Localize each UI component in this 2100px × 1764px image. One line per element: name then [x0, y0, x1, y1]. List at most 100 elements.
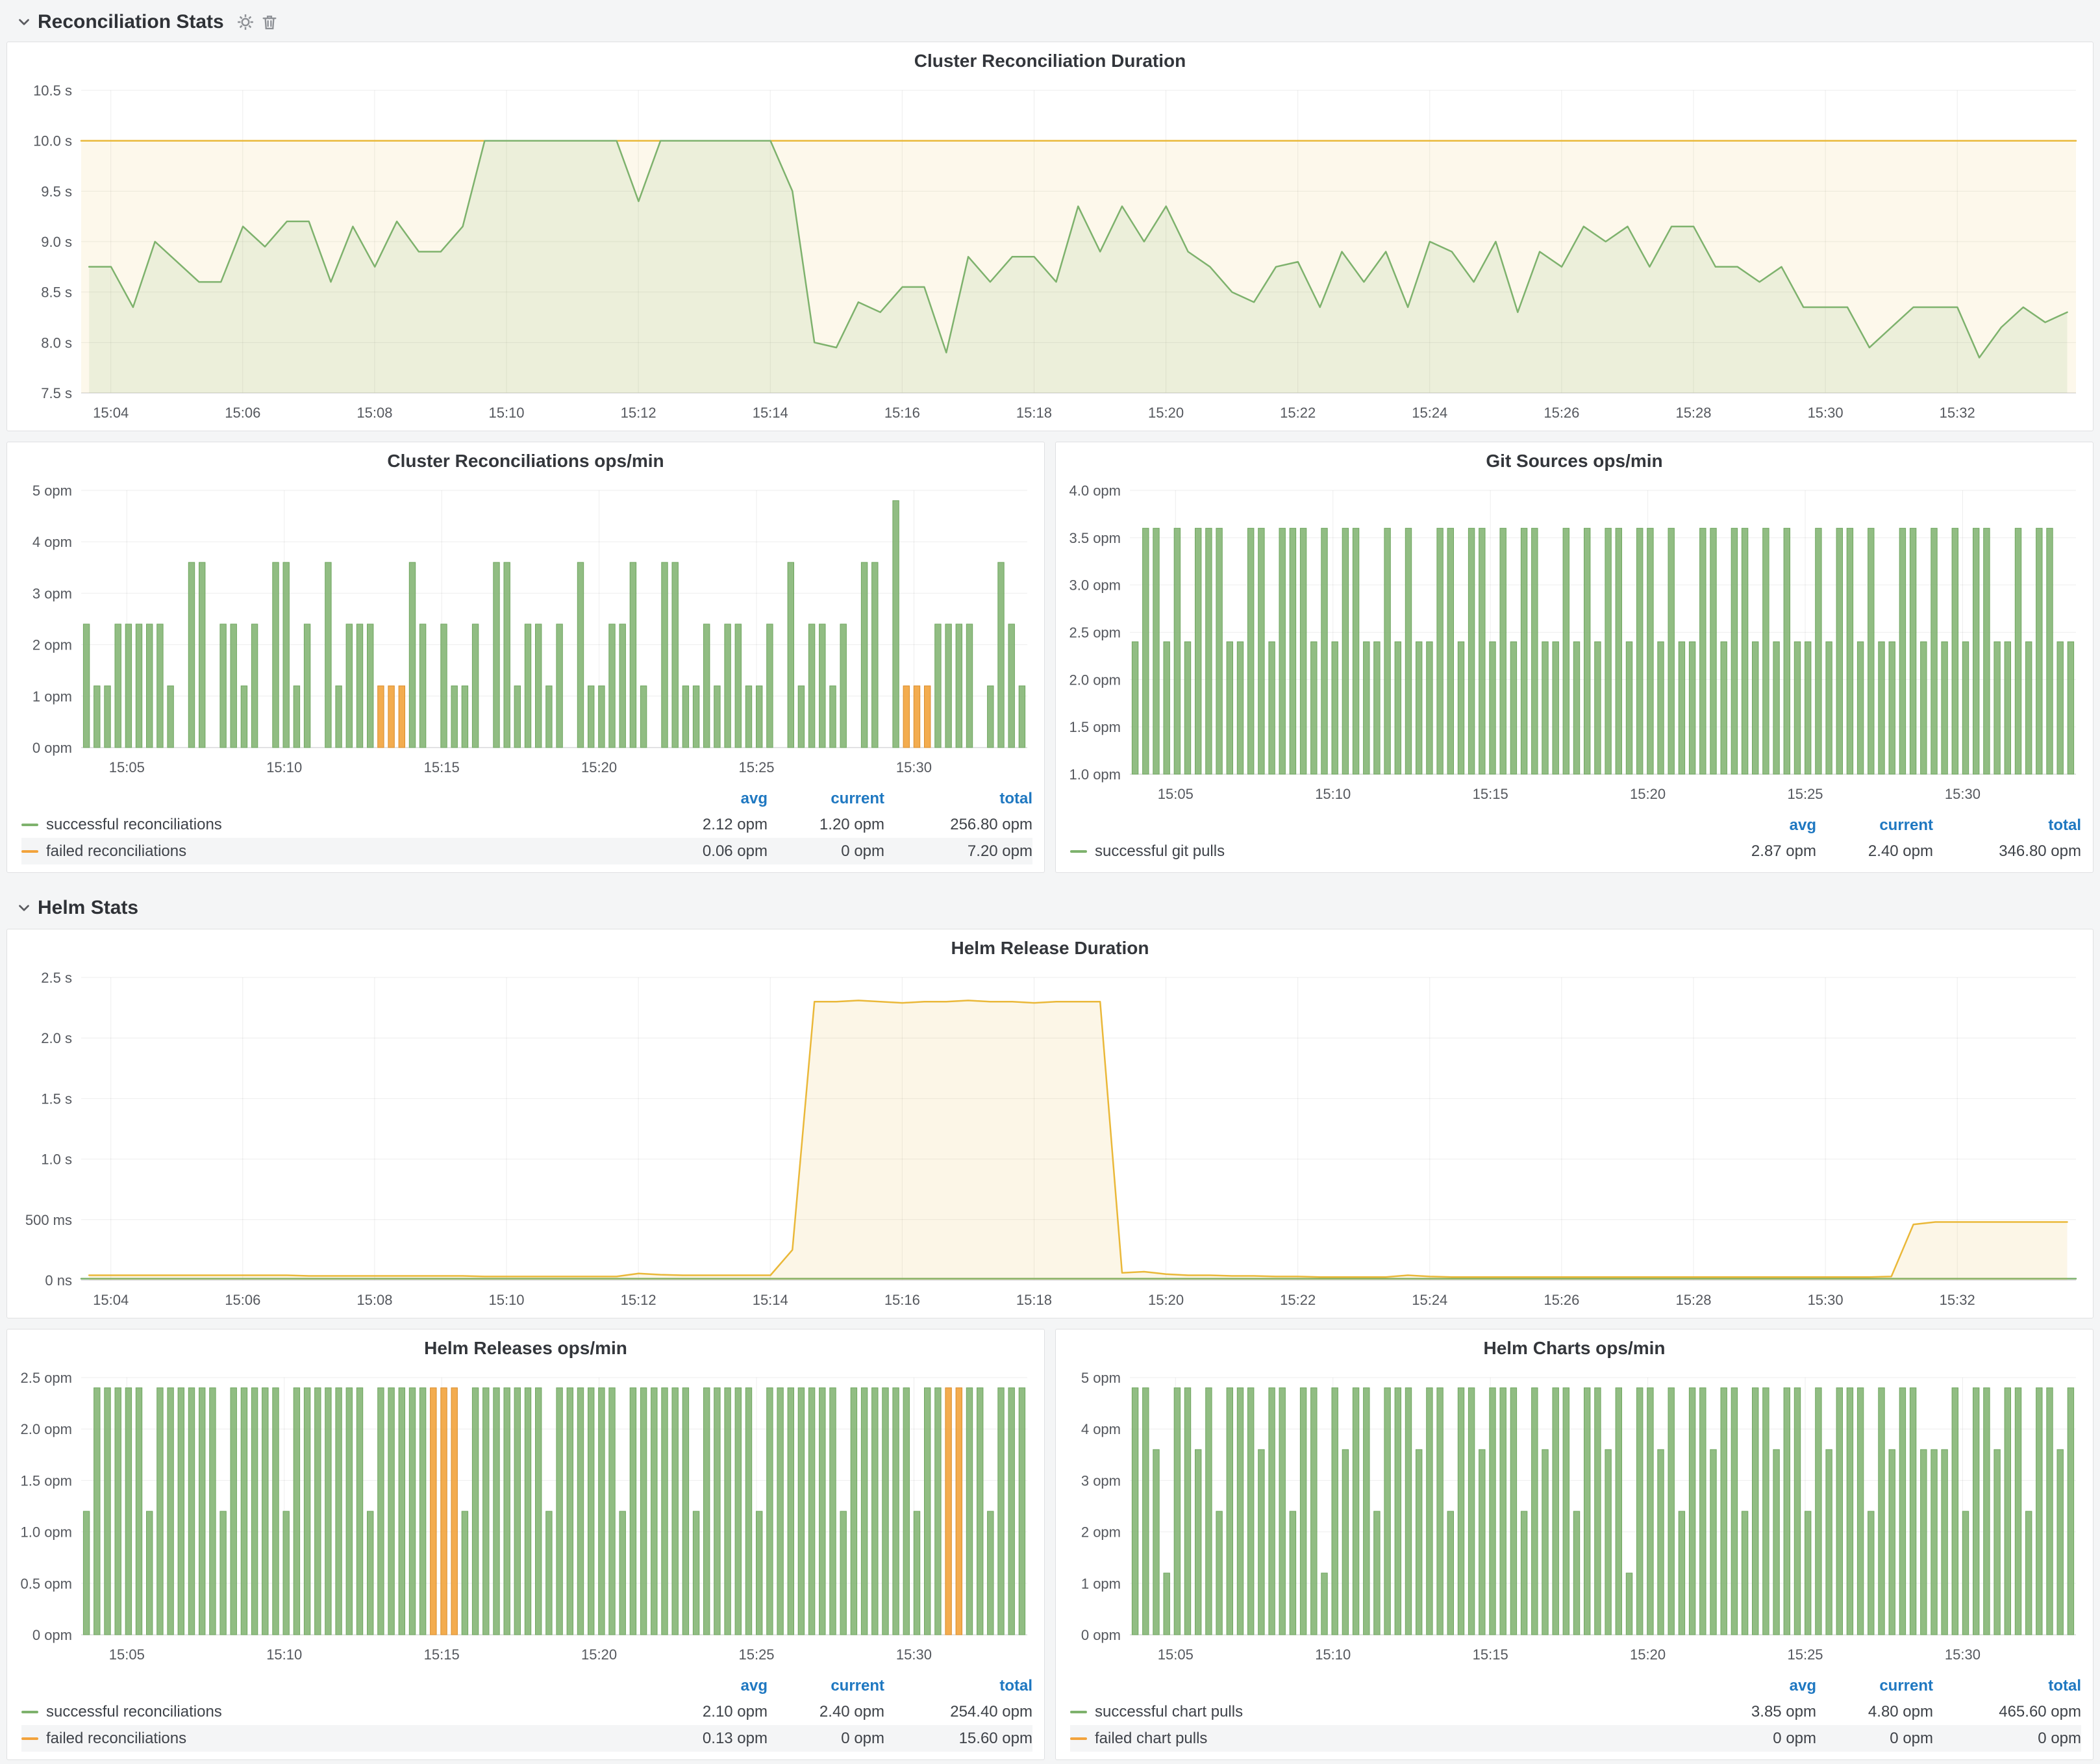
- legend-series-toggle[interactable]: failed chart pulls: [1070, 1730, 1699, 1748]
- svg-text:15:06: 15:06: [225, 405, 260, 421]
- legend-avg-value: 3.85 opm: [1751, 1702, 1816, 1720]
- svg-text:15:10: 15:10: [488, 1292, 524, 1308]
- svg-text:0.5 opm: 0.5 opm: [21, 1576, 73, 1592]
- svg-text:15:06: 15:06: [225, 1292, 260, 1308]
- svg-text:10.5 s: 10.5 s: [33, 82, 72, 99]
- panel-helm-charts-opm: Helm Charts ops/min 15:05 15:10 15:15 15:20…: [1055, 1329, 2094, 1760]
- chart-git-sources-opm[interactable]: 15:05 15:10 15:15 15:20 15:25 15:30 1.0 opm 1.5…: [1056, 480, 2093, 812]
- svg-text:15:15: 15:15: [424, 759, 460, 775]
- legend-sort-current[interactable]: current: [831, 1677, 884, 1695]
- row-title[interactable]: Reconciliation Stats: [38, 11, 224, 32]
- legend-sort-total[interactable]: total: [2048, 1677, 2081, 1695]
- legend-series-toggle[interactable]: successful chart pulls: [1070, 1703, 1699, 1721]
- legend-series-name: successful chart pulls: [1095, 1702, 1244, 1720]
- svg-text:15:22: 15:22: [1280, 405, 1316, 421]
- row-title[interactable]: Helm Stats: [38, 897, 139, 918]
- row-header-helm-stats: Helm Stats: [6, 873, 2094, 929]
- legend-row-failed-chart-pulls: failed chart pulls 0 opm 0 opm 0 opm: [1070, 1725, 2081, 1752]
- panel-title[interactable]: Helm Releases ops/min: [424, 1338, 627, 1358]
- legend-series-toggle[interactable]: failed reconciliations: [21, 842, 651, 861]
- legend-series-name: failed chart pulls: [1095, 1729, 1208, 1747]
- panel-title[interactable]: Helm Charts ops/min: [1483, 1338, 1666, 1358]
- legend-series-toggle[interactable]: successful git pulls: [1070, 842, 1699, 861]
- svg-text:15:32: 15:32: [1940, 1292, 1975, 1308]
- legend-total-value: 256.80 opm: [950, 815, 1032, 833]
- svg-text:15:20: 15:20: [1148, 1292, 1184, 1308]
- svg-text:15:16: 15:16: [884, 405, 920, 421]
- legend-sort-avg[interactable]: avg: [1789, 816, 1816, 834]
- panel-title[interactable]: Cluster Reconciliation Duration: [914, 51, 1186, 71]
- gear-icon[interactable]: [236, 12, 255, 32]
- svg-text:15:32: 15:32: [1940, 405, 1975, 421]
- legend-sort-avg[interactable]: avg: [740, 1677, 768, 1695]
- legend-series-toggle[interactable]: failed reconciliations: [21, 1730, 651, 1748]
- chart-helm-release-duration[interactable]: 15:04 15:06 15:08 15:10 15:12 15:14 15:16 15:18…: [7, 967, 2093, 1318]
- legend-total-value: 254.40 opm: [950, 1702, 1032, 1720]
- svg-text:15:30: 15:30: [1945, 786, 1981, 802]
- legend-current-value: 2.40 opm: [819, 1702, 884, 1720]
- svg-text:500 ms: 500 ms: [25, 1212, 72, 1228]
- panel-title[interactable]: Cluster Reconciliations ops/min: [387, 451, 664, 471]
- legend-sort-current[interactable]: current: [1879, 1677, 1933, 1695]
- svg-text:3.5 opm: 3.5 opm: [1069, 530, 1121, 546]
- legend: avg current total successful reconciliat…: [7, 785, 1044, 872]
- legend-series-toggle[interactable]: successful reconciliations: [21, 816, 651, 834]
- svg-text:1.5 opm: 1.5 opm: [21, 1472, 73, 1489]
- chart-cluster-reconciliations-opm[interactable]: 15:05 15:10 15:15 15:20 15:25 15:30 0 opm 1 opm…: [7, 480, 1044, 785]
- legend-avg-value: 2.87 opm: [1751, 842, 1816, 860]
- panel-helm-releases-opm: Helm Releases ops/min 15:05 15:10 15:15 15:…: [6, 1329, 1045, 1760]
- panel-title[interactable]: Git Sources ops/min: [1486, 451, 1663, 471]
- panel-row-helm: Helm Releases ops/min 15:05 15:10 15:15 15:…: [6, 1329, 2094, 1760]
- legend: avg current total successful reconciliat…: [7, 1672, 1044, 1759]
- chart-helm-releases-opm[interactable]: 15:05 15:10 15:15 15:20 15:25 15:30 0 opm 0.5 o…: [7, 1367, 1044, 1672]
- svg-text:15:30: 15:30: [896, 1646, 932, 1663]
- legend-series-name: successful reconciliations: [46, 815, 222, 833]
- legend-sort-total[interactable]: total: [999, 790, 1032, 807]
- svg-text:15:15: 15:15: [1473, 1646, 1508, 1663]
- svg-text:15:05: 15:05: [109, 1646, 145, 1663]
- legend-sort-avg[interactable]: avg: [740, 790, 768, 807]
- svg-text:15:18: 15:18: [1016, 1292, 1052, 1308]
- legend-total-value: 346.80 opm: [1999, 842, 2081, 860]
- series-color-marker: [21, 1737, 38, 1740]
- legend-series-name: failed reconciliations: [46, 1729, 187, 1747]
- legend-series-name: failed reconciliations: [46, 842, 187, 860]
- svg-text:15:16: 15:16: [884, 1292, 920, 1308]
- svg-text:2.0 s: 2.0 s: [41, 1030, 72, 1046]
- svg-text:15:30: 15:30: [1945, 1646, 1981, 1663]
- svg-text:2.5 opm: 2.5 opm: [21, 1370, 73, 1386]
- panel-title[interactable]: Helm Release Duration: [951, 938, 1149, 958]
- chart-helm-charts-opm[interactable]: 15:05 15:10 15:15 15:20 15:25 15:30 0 opm 1 opm…: [1056, 1367, 2093, 1672]
- svg-text:15:25: 15:25: [738, 759, 774, 775]
- legend-sort-current[interactable]: current: [831, 790, 884, 807]
- chevron-down-icon[interactable]: [16, 14, 32, 31]
- svg-text:15:20: 15:20: [581, 1646, 617, 1663]
- svg-text:15:18: 15:18: [1016, 405, 1052, 421]
- svg-text:15:15: 15:15: [424, 1646, 460, 1663]
- svg-text:15:20: 15:20: [1148, 405, 1184, 421]
- chart-cluster-reconciliation-duration[interactable]: 15:04 15:06 15:08 15:10 15:12 15:14 15:16 15:18…: [7, 80, 2093, 431]
- legend-sort-avg[interactable]: avg: [1789, 1677, 1816, 1695]
- svg-text:15:10: 15:10: [1315, 1646, 1351, 1663]
- svg-text:15:10: 15:10: [1315, 786, 1351, 802]
- legend-current-value: 0 opm: [841, 1729, 884, 1747]
- legend-sort-total[interactable]: total: [999, 1677, 1032, 1695]
- legend-sort-total[interactable]: total: [2048, 816, 2081, 834]
- legend-sort-current[interactable]: current: [1879, 816, 1933, 834]
- svg-text:15:20: 15:20: [1630, 786, 1666, 802]
- svg-text:1.0 s: 1.0 s: [41, 1152, 72, 1168]
- legend-row-successful-git-pulls: successful git pulls 2.87 opm 2.40 opm 3…: [1070, 838, 2081, 864]
- chevron-down-icon[interactable]: [16, 900, 32, 916]
- legend-total-value: 465.60 opm: [1999, 1702, 2081, 1720]
- legend-header-row: avg current total: [1070, 813, 2081, 838]
- svg-text:15:05: 15:05: [1158, 786, 1194, 802]
- series-color-marker: [1070, 850, 1087, 853]
- legend-series-toggle[interactable]: successful reconciliations: [21, 1703, 651, 1721]
- svg-text:15:04: 15:04: [93, 405, 129, 421]
- panel-cluster-reconciliation-duration: Cluster Reconciliation Duration 15:04 15:…: [6, 42, 2094, 431]
- legend-series-name: successful git pulls: [1095, 842, 1225, 860]
- svg-text:2 opm: 2 opm: [32, 637, 72, 653]
- legend-header-row: avg current total: [21, 1674, 1032, 1698]
- trash-icon[interactable]: [260, 13, 279, 31]
- svg-text:15:28: 15:28: [1675, 1292, 1711, 1308]
